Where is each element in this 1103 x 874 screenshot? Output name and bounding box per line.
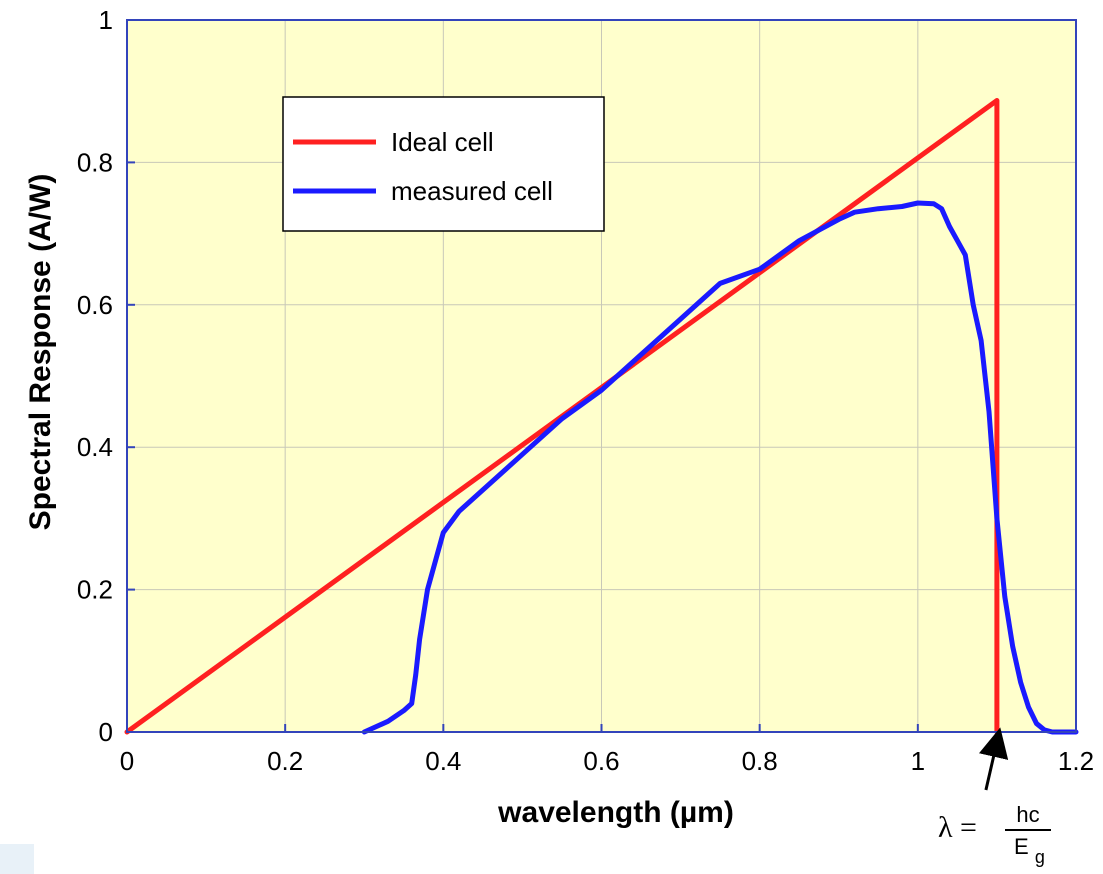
x-tick-label-4: 0.8 [742, 746, 778, 776]
formula-denominator-base: E [1014, 834, 1029, 859]
x-tick-label-5: 1 [911, 746, 925, 776]
x-axis-ticks: 0 0.2 0.4 0.6 0.8 1 1.2 [120, 724, 1094, 776]
y-tick-label-3: 0.6 [77, 290, 113, 320]
series-layer [124, 98, 1079, 735]
lambda-equals: λ = [938, 811, 977, 844]
x-tick-label-0: 0 [120, 746, 134, 776]
y-tick-label-2: 0.4 [77, 432, 113, 462]
series-line-measured-cell [361, 200, 1079, 735]
bandgap-arrow [978, 727, 1009, 791]
x-axis-label: wavelength (µm) [497, 796, 734, 829]
y-axis-label: Spectral Response (A/W) [24, 174, 57, 531]
y-tick-label-4: 0.8 [77, 147, 113, 177]
x-tick-label-6: 1.2 [1058, 746, 1094, 776]
formula-denominator-sub: g [1035, 847, 1045, 867]
x-tick-label-2: 0.4 [425, 746, 461, 776]
bandgap-annotation: λ = hc E g [938, 727, 1051, 867]
corner-decoration [0, 844, 34, 874]
legend-label-measured-cell: measured cell [391, 176, 553, 206]
formula-numerator: hc [1016, 802, 1039, 827]
x-tick-label-3: 0.6 [583, 746, 619, 776]
y-axis-ticks: 0 0.2 0.4 0.6 0.8 1 [77, 5, 135, 747]
legend-box [282, 96, 605, 232]
legend-label-ideal-cell: Ideal cell [391, 127, 494, 157]
y-tick-label-5: 1 [99, 5, 113, 35]
x-tick-label-1: 0.2 [267, 746, 303, 776]
y-tick-label-1: 0.2 [77, 575, 113, 605]
legend: Ideal cell measured cell [282, 96, 605, 232]
formula-denominator: E g [1014, 834, 1045, 867]
y-tick-label-0: 0 [99, 717, 113, 747]
